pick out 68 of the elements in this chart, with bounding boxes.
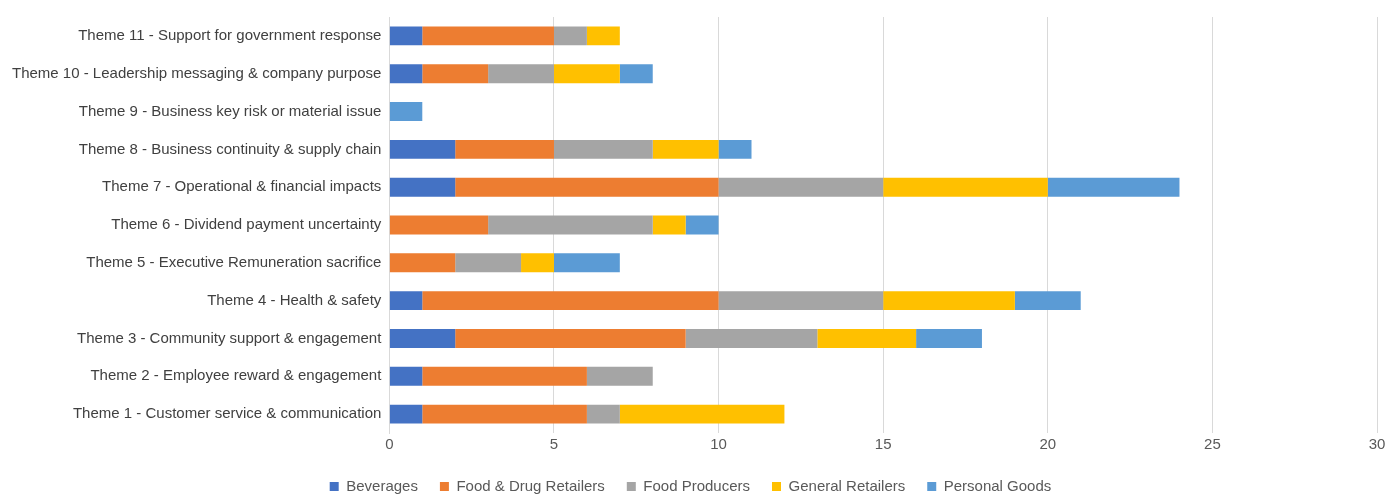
y-tick-label: Theme 7 - Operational & financial impacts — [102, 177, 382, 195]
bar — [553, 139, 653, 159]
y-tick-label: Theme 1 - Customer service & communication — [72, 404, 382, 422]
bar — [422, 64, 489, 84]
bar — [652, 215, 686, 235]
x-tick-label: 25 — [1204, 435, 1221, 453]
bar — [586, 366, 653, 386]
bar — [619, 404, 785, 424]
bar — [389, 64, 423, 84]
bar — [389, 102, 423, 121]
bar — [916, 329, 982, 348]
x-tick-label: 15 — [874, 435, 892, 453]
bar — [1047, 177, 1180, 197]
bar — [389, 404, 423, 424]
bar — [389, 215, 489, 235]
bar — [553, 64, 620, 84]
bar — [389, 139, 456, 159]
bar — [389, 177, 456, 197]
x-tick-label: 20 — [1039, 435, 1057, 453]
y-tick-label: Theme 4 - Health & safety — [207, 290, 382, 308]
x-tick-label: 10 — [710, 435, 727, 453]
bar — [685, 329, 818, 348]
bar — [521, 253, 554, 273]
legend-label: Beverages — [346, 476, 418, 494]
y-tick-label: Theme 11 - Support for government response — [78, 26, 382, 44]
bar — [883, 291, 1015, 311]
y-tick-label: Theme 10 - Leadership messaging & company purpose — [12, 63, 382, 81]
bar — [718, 291, 884, 311]
bar — [685, 215, 719, 235]
bar — [422, 366, 587, 386]
y-tick-label: Theme 2 - Employee reward & engagement — [90, 366, 383, 384]
legend-label: Personal Goods — [943, 476, 1052, 494]
bar — [1014, 291, 1081, 311]
x-tick-label: 0 — [385, 435, 394, 453]
bar — [389, 329, 456, 348]
bar — [455, 329, 686, 348]
x-tick-label: 30 — [1368, 435, 1386, 453]
bar — [422, 26, 554, 46]
bar — [883, 177, 1048, 197]
y-tick-label: Theme 9 - Business key risk or material issue — [78, 101, 382, 119]
bar — [455, 177, 719, 197]
bar — [586, 26, 620, 46]
bar — [718, 139, 752, 159]
bar — [389, 26, 423, 46]
x-tick-label: 5 — [549, 435, 559, 453]
bar — [619, 64, 653, 84]
bar — [553, 26, 587, 46]
bar — [389, 366, 423, 386]
bar — [455, 253, 522, 273]
legend-label: Food Producers — [643, 476, 751, 494]
y-tick-label: Theme 6 - Dividend payment uncertainty — [111, 215, 382, 233]
y-tick-label: Theme 3 - Community support & engagement — [77, 328, 383, 346]
y-tick-label: Theme 8 - Business continuity & supply chain — [78, 139, 382, 157]
bar — [817, 329, 917, 348]
bar — [586, 404, 620, 424]
bar — [455, 139, 554, 159]
bar — [718, 177, 884, 197]
y-tick-label: Theme 5 - Executive Remuneration sacrifice — [86, 252, 382, 270]
bar — [488, 64, 554, 84]
bar — [488, 215, 653, 235]
bar — [389, 253, 456, 273]
bar — [553, 253, 620, 273]
legend-label: Food & Drug Retailers — [456, 476, 605, 494]
bar — [652, 139, 719, 159]
bar — [389, 291, 423, 311]
bar — [422, 404, 587, 424]
legend-label: General Retailers — [788, 476, 906, 494]
bar — [422, 291, 719, 311]
